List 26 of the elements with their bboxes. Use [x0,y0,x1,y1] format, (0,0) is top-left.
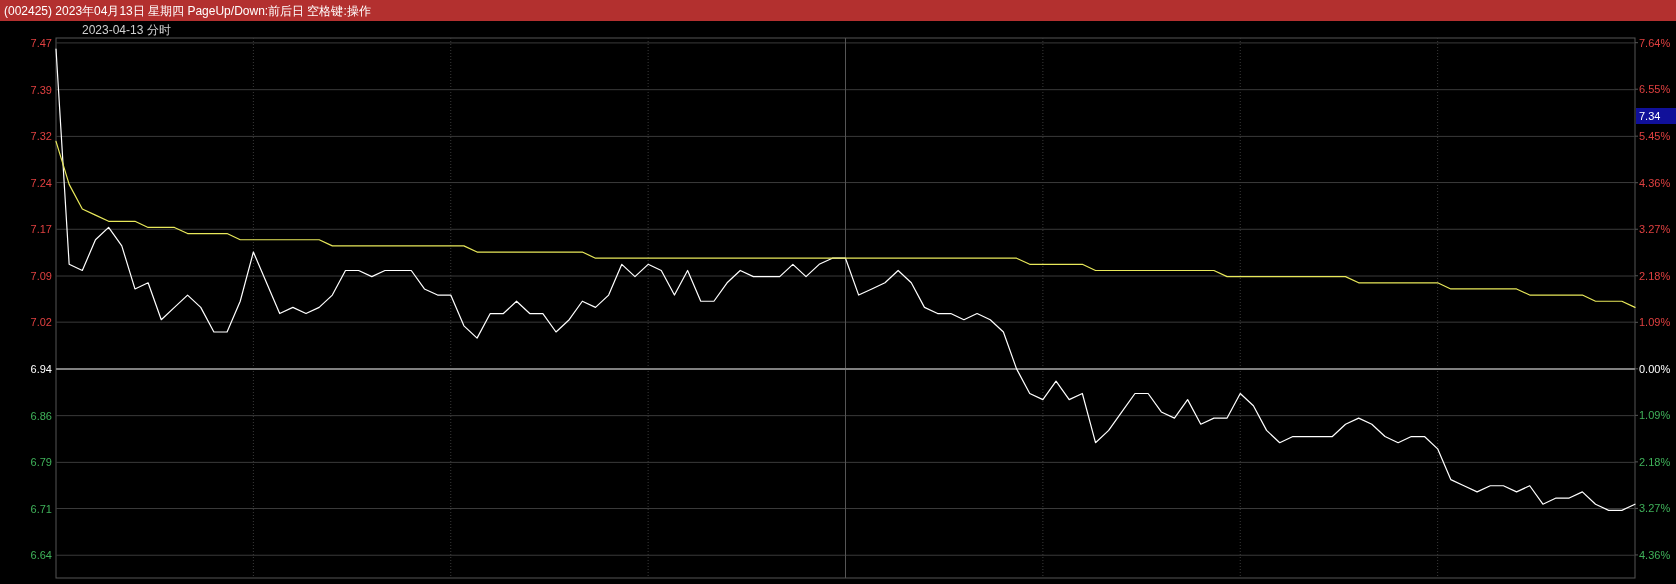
y-tick-label: 7.09 [30,270,52,283]
y-tick-label: 6.71 [30,502,52,515]
y-tick-label: 7.02 [30,316,52,329]
y2-tick-label: 6.55% [1639,83,1671,96]
y2-tick-label: 4.36% [1639,548,1671,561]
y2-tick-label: 3.27% [1639,502,1671,515]
y2-tick-label: 7.64% [1639,36,1671,49]
y-tick-label: 6.86 [30,409,52,422]
y-tick-label: 6.94 [30,362,52,375]
y2-tick-label: 0.00% [1639,362,1671,375]
y2-tick-label: 1.09% [1639,409,1671,422]
title: (002425) 2023年04月13日 星期四 PageUp/Down:前后日 空格键:操作 [4,4,371,18]
y2-tick-label: 5.45% [1639,130,1671,143]
y-tick-label: 7.17 [30,223,52,236]
y-tick-label: 7.47 [30,36,52,49]
y2-tick-label: 4.36% [1639,176,1671,189]
y-tick-label: 7.39 [30,83,52,96]
y-tick-label: 7.24 [30,176,52,189]
y2-tick-label: 2.18% [1639,269,1671,282]
y2-tick-label: 1.09% [1639,316,1671,329]
subtitle: 2023-04-13 分时 [82,23,171,37]
y-tick-label: 7.32 [30,130,52,143]
y2-tick-label: 3.27% [1639,223,1671,236]
y2-tick-label: 2.18% [1639,455,1671,468]
y-tick-label: 6.64 [30,549,52,562]
y-tick-label: 6.79 [30,456,52,469]
